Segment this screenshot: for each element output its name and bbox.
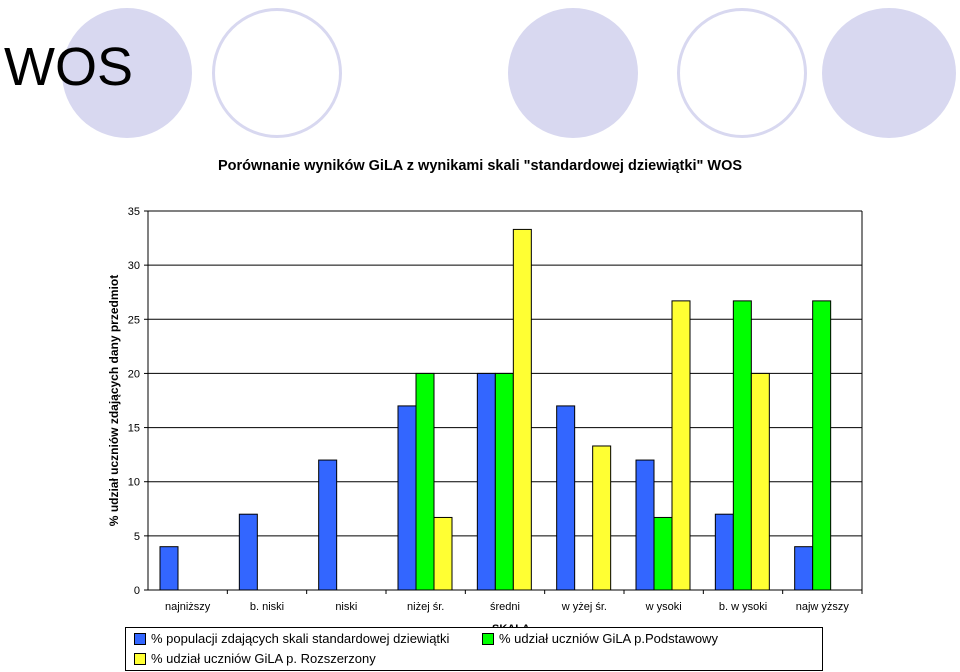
x-tick-label: w ysoki <box>645 601 682 613</box>
bar <box>714 513 734 591</box>
bar <box>512 228 532 591</box>
bar <box>397 405 417 591</box>
x-tick-label: b. w ysoki <box>719 601 767 613</box>
legend-swatch-extended <box>134 652 146 665</box>
x-tick-label: najw yższy <box>796 601 850 613</box>
legend-item-extended: % udział uczniów GiLA p. Rozszerzony <box>134 651 376 666</box>
x-tick-label: niżej śr. <box>407 601 444 613</box>
bar <box>433 516 453 591</box>
decor-circle-3 <box>822 8 956 138</box>
legend-item-basic: % udział uczniów GiLA p.Podstawowy <box>482 631 718 646</box>
bar <box>238 513 258 591</box>
bar <box>476 372 496 591</box>
x-tick-label: niski <box>335 601 357 613</box>
legend-label-population: % populacji zdających skali standardowej… <box>151 631 450 646</box>
decor-circle-1 <box>62 8 192 138</box>
legend-item-population: % populacji zdających skali standardowej… <box>134 631 449 646</box>
x-tick-label: średni <box>490 601 520 613</box>
bar <box>556 405 576 591</box>
bar <box>635 459 655 591</box>
legend-label-extended: % udział uczniów GiLA p. Rozszerzony <box>151 651 376 666</box>
y-axis-title: % udział uczniów zdających dany przedmio… <box>107 275 121 526</box>
y-tick-label: 15 <box>128 423 140 435</box>
x-tick-label: najniższy <box>165 601 211 613</box>
x-tick-label: b. niski <box>250 601 284 613</box>
bar <box>750 372 770 591</box>
legend-swatch-basic <box>482 632 494 645</box>
decor-ring-1 <box>212 8 342 138</box>
slide-title: WOS <box>4 37 133 97</box>
y-tick-label: 5 <box>134 531 140 543</box>
decor-ring-2 <box>677 8 807 138</box>
y-tick-label: 20 <box>128 368 140 380</box>
legend-swatch-population <box>134 632 146 645</box>
bar <box>159 546 179 591</box>
y-tick-label: 35 <box>128 206 140 218</box>
bar <box>671 300 691 591</box>
bar <box>592 445 612 591</box>
bar <box>653 516 673 591</box>
y-tick-label: 30 <box>128 260 140 272</box>
y-tick-label: 25 <box>128 314 140 326</box>
bar <box>494 372 514 591</box>
bar <box>812 300 832 591</box>
x-tick-label: w yżej śr. <box>561 601 607 613</box>
legend-label-basic: % udział uczniów GiLA p.Podstawowy <box>499 631 718 646</box>
bar <box>732 300 752 591</box>
decor-circle-2 <box>508 8 638 138</box>
bar <box>415 372 435 591</box>
bar <box>794 546 814 591</box>
chart-legend: % populacji zdających skali standardowej… <box>125 627 823 671</box>
y-tick-label: 0 <box>134 585 140 597</box>
y-tick-label: 10 <box>128 477 140 489</box>
chart-title: Porównanie wyników GiLA z wynikami skali… <box>217 158 743 174</box>
bar <box>318 459 338 591</box>
